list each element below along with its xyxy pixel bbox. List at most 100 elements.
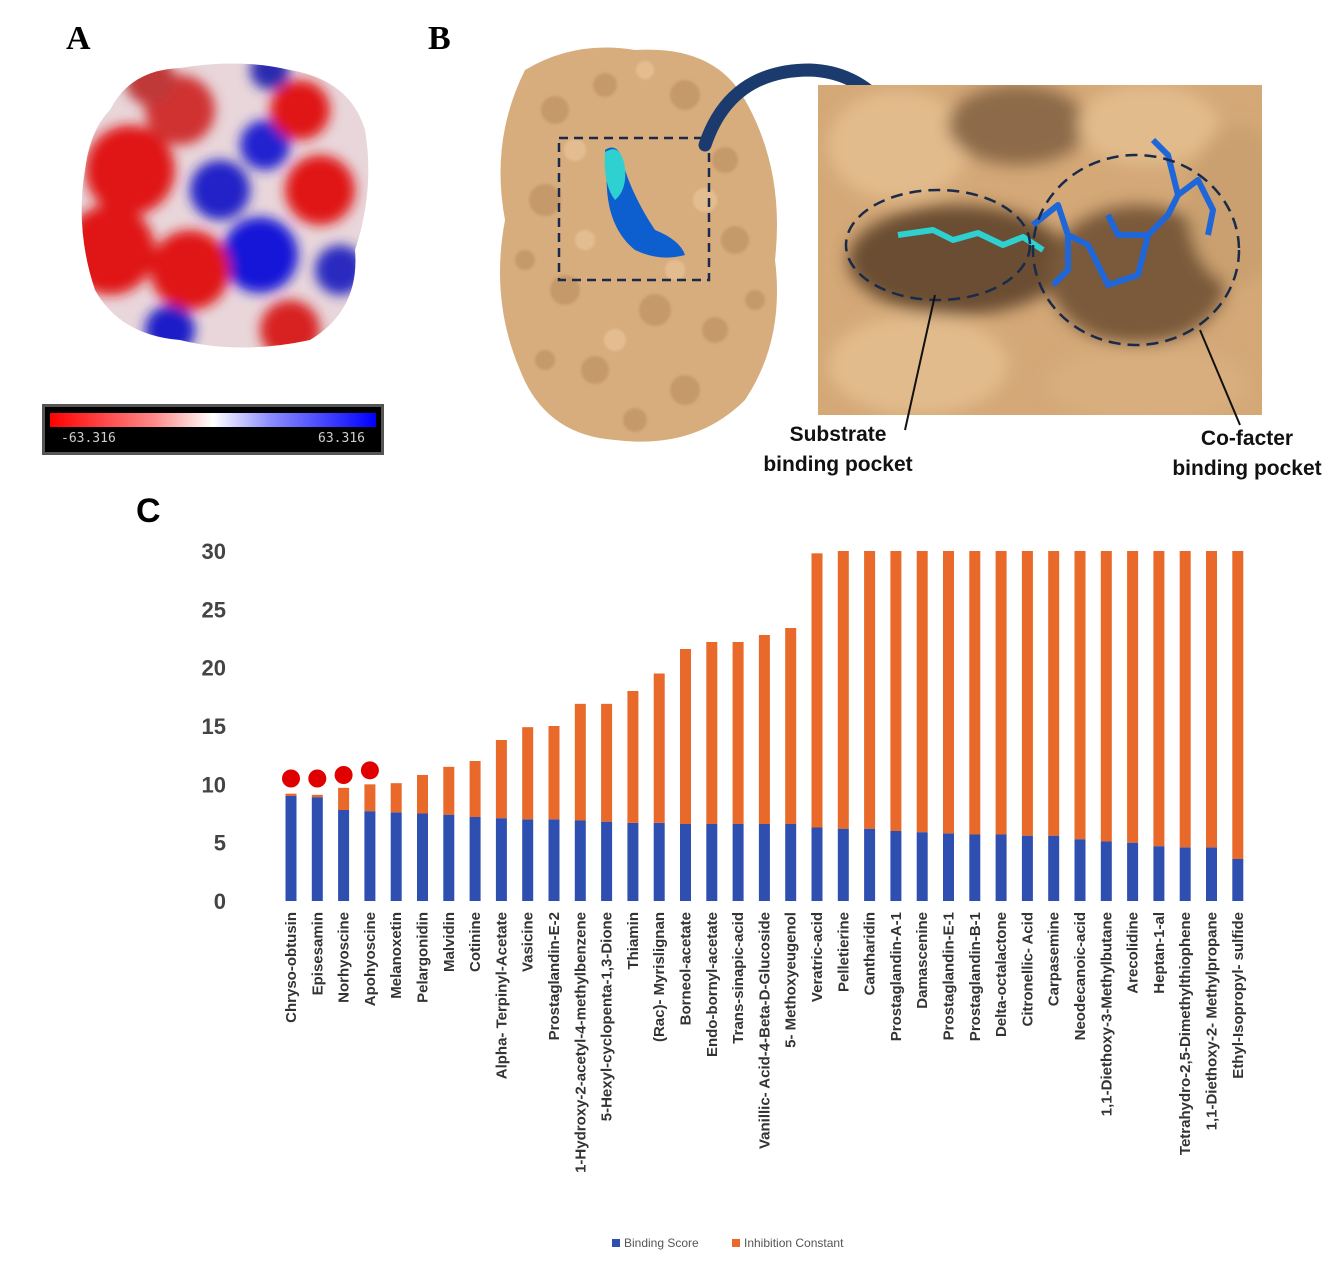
legend-label-binding-score: Binding Score	[624, 1236, 699, 1250]
bar-binding-score	[1206, 847, 1217, 901]
bar-inhibition-constant	[1100, 551, 1112, 842]
bar-binding-score	[469, 817, 481, 901]
electrostatic-surface-image	[81, 63, 369, 348]
y-tick-label: 5	[214, 831, 226, 856]
bar-inhibition-constant	[916, 551, 928, 833]
bar-inhibition-constant	[1206, 551, 1217, 848]
bar-inhibition-constant	[995, 551, 1007, 835]
bar-binding-score	[758, 824, 770, 901]
x-tick-label: 1-Hydroxy-2-acetyl-4-methylbenzene	[572, 912, 589, 1173]
legend-label-inhibition-constant: Inhibition Constant	[744, 1236, 844, 1250]
bar-inhibition-constant	[1127, 551, 1139, 843]
bar-binding-score	[1179, 847, 1191, 901]
pocket-leader-lines	[904, 294, 1241, 431]
x-tick-label: 5-Hexyl-cyclopenta-1,3-Dione	[599, 912, 616, 1121]
bar-inhibition-constant	[469, 761, 481, 817]
bar-binding-score	[653, 822, 665, 901]
marker-series	[282, 761, 379, 788]
bar-inhibition-constant	[574, 703, 586, 821]
bar-inhibition-constant	[890, 551, 902, 831]
bar-inhibition-constant	[1232, 551, 1244, 859]
bar-binding-score	[390, 812, 402, 901]
bar-binding-score	[1232, 859, 1244, 901]
bar-inhibition-constant	[706, 642, 718, 824]
x-tick-label: Norhyoscine	[336, 912, 353, 1003]
x-tick-label: Damascenine	[914, 912, 931, 1009]
bar-binding-score	[943, 833, 954, 901]
chart-legend: Binding Score Inhibition Constant	[612, 1236, 844, 1250]
bar-binding-score	[601, 821, 613, 901]
bar-inhibition-constant	[1048, 551, 1060, 836]
bar-binding-score	[811, 827, 823, 901]
bar-binding-score	[916, 832, 928, 901]
bar-inhibition-constant	[969, 551, 981, 835]
bar-inhibition-constant	[1021, 551, 1033, 836]
bar-inhibition-constant	[390, 783, 402, 813]
x-tick-label: Vanillic- Acid-4-Beta-D-Glucoside	[756, 912, 773, 1149]
bar-inhibition-constant	[601, 703, 613, 822]
bar-series	[285, 551, 1244, 901]
bar-inhibition-constant	[627, 691, 639, 823]
x-tick-label: 5- Methoxyeugenol	[783, 912, 800, 1048]
bar-inhibition-constant	[864, 551, 876, 829]
bar-binding-score	[311, 797, 323, 901]
cofactor-pocket-label-line1: Co-facter	[1200, 427, 1294, 450]
x-tick-label: Pelletierine	[835, 912, 852, 992]
x-tick-label: Vasicine	[520, 912, 537, 972]
y-tick-label: 10	[202, 772, 226, 797]
bar-inhibition-constant	[680, 649, 691, 824]
legend-swatch-binding-score	[612, 1239, 620, 1247]
bar-inhibition-constant	[522, 727, 534, 820]
bar-binding-score	[417, 813, 428, 901]
bar-binding-score	[1048, 835, 1060, 901]
top-hit-marker	[360, 761, 379, 780]
top-hit-marker	[282, 769, 300, 788]
bar-inhibition-constant	[495, 740, 507, 819]
x-tick-label: Ethyl-Isopropyl- sulfide	[1230, 912, 1247, 1079]
y-tick-label: 15	[202, 714, 226, 739]
bar-inhibition-constant	[417, 775, 428, 814]
y-tick-label: 30	[202, 539, 226, 564]
bar-inhibition-constant	[311, 794, 323, 798]
bar-inhibition-constant	[548, 726, 560, 820]
bar-binding-score	[837, 828, 849, 901]
x-tick-label: Prostaglandin-E-1	[941, 912, 958, 1040]
x-tick-label: Malvidin	[441, 912, 458, 972]
x-tick-label: Prostaglandin-E-2	[546, 912, 563, 1040]
panel-a-letter: A	[66, 20, 91, 57]
bar-binding-score	[627, 822, 639, 901]
bar-binding-score	[1074, 839, 1086, 901]
legend-swatch-inhibition-constant	[732, 1239, 740, 1247]
bar-inhibition-constant	[758, 635, 770, 824]
colorbar-min-label: -63.316	[61, 431, 116, 446]
bar-inhibition-constant	[443, 766, 455, 815]
bar-binding-score	[285, 796, 297, 901]
x-tick-label: Trans-sinapic-acid	[730, 912, 747, 1044]
x-tick-label: Veratric-acid	[809, 912, 826, 1002]
bar-inhibition-constant	[1153, 551, 1165, 847]
bar-inhibition-constant	[811, 553, 823, 828]
top-hit-marker	[308, 769, 327, 788]
x-tick-label: Endo-bornyl-acetate	[704, 912, 721, 1057]
bar-binding-score	[495, 818, 507, 901]
x-axis-labels: Chryso-obtusin Episesamin Norhyoscine Apohy…	[283, 912, 1247, 1173]
substrate-pocket-label: Substrate binding pocket	[748, 420, 928, 480]
bar-binding-score	[706, 824, 718, 901]
bar-binding-score	[864, 828, 876, 901]
bar-binding-score	[732, 824, 744, 901]
y-tick-label: 20	[202, 656, 226, 681]
bar-binding-score	[364, 811, 376, 901]
cofactor-pocket-label: Co-facter binding pocket	[1162, 424, 1332, 484]
bar-binding-score	[995, 834, 1007, 901]
panel-c-letter: C	[136, 492, 161, 530]
x-tick-label: Neodecanoic-acid	[1072, 912, 1089, 1040]
bar-binding-score	[680, 824, 691, 901]
x-tick-label: Chryso-obtusin	[283, 912, 300, 1023]
x-tick-label: Heptan-1-al	[1151, 912, 1168, 994]
bar-binding-score	[338, 810, 350, 901]
x-tick-label: Melanoxetin	[388, 912, 405, 999]
bar-binding-score	[443, 814, 455, 901]
x-tick-label: Apohyoscine	[362, 912, 379, 1006]
y-axis: 0 5 10 15 20 25 30	[202, 539, 226, 914]
